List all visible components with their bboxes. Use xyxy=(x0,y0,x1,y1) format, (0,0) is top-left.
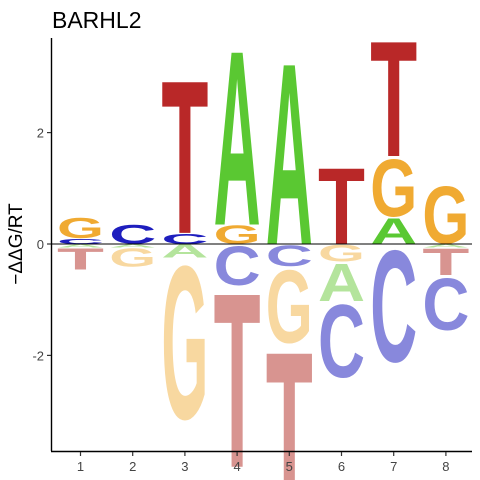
letter-t-pos7-pos: T xyxy=(370,7,417,192)
letter-a-pos8-neg: A xyxy=(422,243,469,248)
letter-a-pos7-pos: A xyxy=(370,211,417,252)
chart-title: BARHL2 xyxy=(52,7,141,33)
letter-c-pos6-neg: C xyxy=(318,284,365,400)
letter-c-pos4-neg: C xyxy=(214,234,261,297)
x-tick-label: 8 xyxy=(442,459,449,474)
letter-g-pos3-neg: G xyxy=(161,222,208,466)
letter-t-pos3-pos: T xyxy=(161,34,208,280)
letter-t-pos6-pos: T xyxy=(318,147,365,268)
x-tick-label: 5 xyxy=(286,459,293,474)
letter-a-pos2-neg: A xyxy=(109,243,156,248)
y-axis-label: −ΔΔG/RT xyxy=(6,203,27,285)
y-axis-ticks: -2 0 2 xyxy=(32,126,51,363)
letter-g-pos5-neg: G xyxy=(266,250,313,366)
letter-t-pos1-neg: T xyxy=(57,242,104,276)
letter-g-pos2-neg: G xyxy=(109,243,156,272)
y-tick-label: 2 xyxy=(37,126,44,141)
x-tick-label: 1 xyxy=(77,459,84,474)
x-tick-label: 4 xyxy=(233,459,240,474)
x-tick-label: 2 xyxy=(129,459,136,474)
x-axis-ticks: 1 2 3 4 5 6 7 8 xyxy=(77,452,450,474)
x-tick-label: 6 xyxy=(338,459,345,474)
x-tick-label: 3 xyxy=(181,459,188,474)
letter-c-pos1-pos: C xyxy=(57,237,104,245)
letter-g-pos8-pos: G xyxy=(422,170,469,261)
letter-a-pos1-neg: A xyxy=(57,243,104,248)
y-tick-label: -2 xyxy=(32,348,44,363)
letter-t-pos5-neg: T xyxy=(266,299,313,480)
letter-g-pos1-pos: G xyxy=(57,212,104,244)
letter-a-pos3-neg: A xyxy=(161,241,208,261)
letter-g-pos7-pos: G xyxy=(370,143,417,234)
letter-t-pos4-neg: T xyxy=(214,242,261,480)
letter-a-pos5-pos: A xyxy=(266,11,313,300)
letter-t-pos8-neg: T xyxy=(422,240,469,283)
y-tick-label: 0 xyxy=(37,237,44,252)
letter-a-pos4-pos: A xyxy=(214,0,261,278)
letter-c-pos3-pos: C xyxy=(161,231,208,248)
letter-c-pos8-neg: C xyxy=(422,263,469,346)
letter-a-pos6-neg: A xyxy=(318,252,365,312)
x-tick-label: 7 xyxy=(390,459,397,474)
letter-c-pos7-neg: C xyxy=(370,217,417,395)
